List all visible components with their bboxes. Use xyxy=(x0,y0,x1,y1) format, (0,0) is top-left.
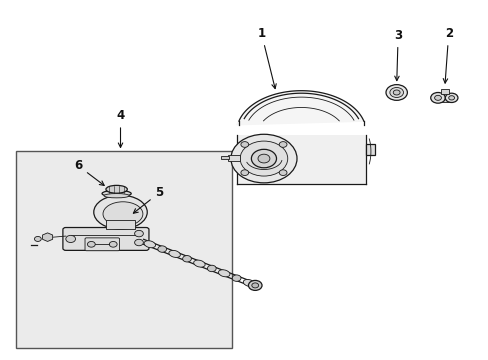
Ellipse shape xyxy=(193,260,205,267)
Text: 5: 5 xyxy=(133,186,163,213)
Circle shape xyxy=(134,230,143,237)
Ellipse shape xyxy=(243,279,254,287)
Circle shape xyxy=(87,242,95,247)
Ellipse shape xyxy=(104,194,129,198)
Circle shape xyxy=(241,170,248,176)
Circle shape xyxy=(392,90,399,95)
Circle shape xyxy=(248,280,262,291)
Ellipse shape xyxy=(103,202,142,226)
Text: 3: 3 xyxy=(393,29,402,81)
FancyBboxPatch shape xyxy=(63,228,149,250)
Circle shape xyxy=(448,96,454,100)
Circle shape xyxy=(34,237,41,242)
Circle shape xyxy=(207,265,216,272)
Bar xyxy=(16,152,232,348)
Ellipse shape xyxy=(168,251,180,257)
Circle shape xyxy=(66,235,75,243)
Circle shape xyxy=(241,141,248,147)
Bar xyxy=(366,144,374,155)
Ellipse shape xyxy=(218,270,229,277)
Circle shape xyxy=(445,93,457,103)
Circle shape xyxy=(251,283,258,288)
Circle shape xyxy=(434,95,441,100)
Bar xyxy=(221,157,228,159)
Circle shape xyxy=(389,87,403,98)
Ellipse shape xyxy=(102,190,131,197)
Circle shape xyxy=(251,149,276,168)
Circle shape xyxy=(109,242,117,247)
Ellipse shape xyxy=(106,185,127,193)
Circle shape xyxy=(279,141,286,147)
Text: 2: 2 xyxy=(442,27,452,83)
Bar xyxy=(437,99,451,102)
Ellipse shape xyxy=(144,241,155,248)
Circle shape xyxy=(279,170,286,176)
Circle shape xyxy=(232,275,241,282)
Bar xyxy=(227,155,240,161)
Circle shape xyxy=(385,85,407,100)
Text: 4: 4 xyxy=(116,109,124,147)
Text: 1: 1 xyxy=(257,27,276,89)
Circle shape xyxy=(158,246,166,252)
Circle shape xyxy=(240,141,287,176)
Circle shape xyxy=(230,134,296,183)
Text: 6: 6 xyxy=(74,159,104,185)
Ellipse shape xyxy=(94,195,147,229)
Circle shape xyxy=(182,256,191,262)
Bar xyxy=(106,220,135,229)
Circle shape xyxy=(258,154,269,163)
Polygon shape xyxy=(236,91,363,125)
Circle shape xyxy=(134,239,143,246)
Bar xyxy=(236,135,366,184)
Polygon shape xyxy=(42,233,53,242)
FancyBboxPatch shape xyxy=(85,238,119,251)
Circle shape xyxy=(430,93,445,103)
Bar xyxy=(440,89,448,94)
